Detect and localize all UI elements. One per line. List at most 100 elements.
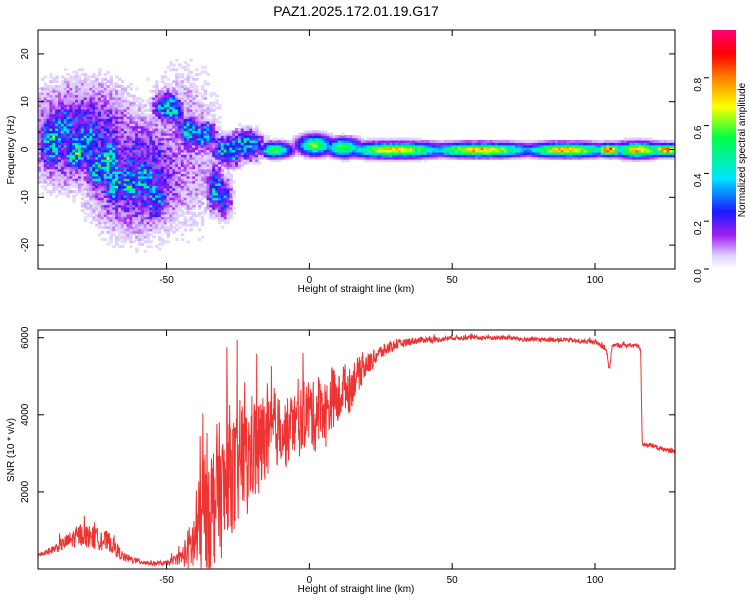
heatmap-cell	[512, 151, 516, 155]
heatmap-cell	[443, 147, 448, 151]
heatmap-cell	[115, 106, 119, 110]
heatmap-cell	[572, 149, 576, 153]
heatmap-cell	[323, 154, 328, 158]
heatmap-cell	[72, 159, 76, 163]
heatmap-cell	[197, 123, 202, 127]
heatmap-cell	[112, 144, 116, 148]
heatmap-cell	[537, 154, 542, 158]
heatmap-cell	[386, 147, 390, 151]
heatmap-cell	[52, 104, 56, 108]
heatmap-cell	[189, 94, 193, 98]
heatmap-cell	[166, 240, 170, 244]
heatmap-cell	[195, 99, 199, 103]
heatmap-cell	[217, 154, 222, 158]
heatmap-cell	[120, 113, 125, 117]
heatmap-cell	[149, 240, 153, 244]
heatmap-cell	[212, 209, 216, 213]
heatmap-cell	[237, 151, 242, 155]
heatmap-cell	[43, 94, 48, 98]
heatmap-cell	[157, 156, 162, 160]
heatmap-cell	[52, 163, 56, 167]
heatmap-cell	[203, 147, 208, 151]
heatmap-cell	[123, 206, 128, 210]
heatmap-cell	[583, 142, 588, 146]
heatmap-cell	[129, 120, 133, 124]
heatmap-cell	[103, 156, 108, 160]
heatmap-cell	[86, 173, 91, 177]
heatmap-cell	[137, 142, 142, 146]
heatmap-cell	[209, 132, 213, 136]
heatmap-cell	[137, 125, 142, 129]
heatmap-cell	[215, 194, 219, 198]
heatmap-cell	[369, 139, 373, 143]
heatmap-cell	[203, 120, 208, 124]
heatmap-cell	[166, 187, 170, 191]
heatmap-cell	[155, 180, 159, 184]
heatmap-cell	[72, 161, 76, 165]
heatmap-cell	[157, 197, 162, 201]
heatmap-cell	[166, 182, 170, 186]
heatmap-cell	[106, 101, 111, 105]
heatmap-cell	[77, 147, 82, 151]
heatmap-cell	[163, 147, 168, 151]
heatmap-cell	[240, 142, 245, 146]
heatmap-cell	[532, 139, 536, 143]
heatmap-cell	[163, 202, 168, 206]
heatmap-cell	[369, 159, 373, 163]
heatmap-cell	[532, 154, 536, 158]
heatmap-cell	[97, 113, 102, 117]
heatmap-cell	[226, 199, 230, 203]
heatmap-cell	[52, 106, 56, 110]
heatmap-cell	[63, 108, 68, 112]
heatmap-cell	[226, 149, 230, 153]
heatmap-cell	[58, 156, 62, 160]
heatmap-cell	[220, 161, 225, 165]
heatmap-cell	[200, 168, 205, 172]
heatmap-cell	[306, 135, 310, 139]
heatmap-cell	[66, 187, 71, 191]
heatmap-cell	[52, 161, 56, 165]
heatmap-cell	[155, 202, 159, 206]
heatmap-cell	[69, 182, 73, 186]
heatmap-cell	[509, 156, 513, 160]
heatmap-cell	[117, 125, 122, 129]
heatmap-cell	[206, 166, 210, 170]
heatmap-cell	[175, 194, 179, 198]
heatmap-cell	[440, 156, 445, 160]
heatmap-cell	[86, 87, 91, 91]
heatmap-cell	[180, 151, 185, 155]
heatmap-cell	[169, 82, 173, 86]
heatmap-cell	[109, 230, 113, 234]
heatmap-cell	[197, 214, 202, 218]
heatmap-cell	[40, 178, 45, 182]
heatmap-cell	[380, 147, 385, 151]
heatmap-cell	[63, 139, 68, 143]
heatmap-cell	[43, 159, 48, 163]
heatmap-cell	[115, 235, 119, 239]
heatmap-cell	[200, 223, 205, 227]
heatmap-cell	[146, 230, 151, 234]
heatmap-cell	[72, 87, 76, 91]
heatmap-cell	[77, 166, 82, 170]
heatmap-cell	[55, 142, 59, 146]
heatmap-cell	[160, 166, 165, 170]
heatmap-cell	[177, 144, 182, 148]
heatmap-cell	[326, 139, 330, 143]
heatmap-cell	[349, 149, 353, 153]
heatmap-cell	[432, 151, 436, 155]
heatmap-cell	[80, 151, 85, 155]
heatmap-cell	[92, 197, 96, 201]
heatmap-cell	[163, 111, 168, 115]
heatmap-cell	[200, 156, 205, 160]
heatmap-cell	[203, 89, 208, 93]
heatmap-cell	[180, 84, 185, 88]
heatmap-cell	[575, 154, 579, 158]
heatmap-cell	[183, 125, 188, 129]
heatmap-cell	[155, 84, 159, 88]
heatmap-cell	[95, 192, 99, 196]
heatmap-cell	[86, 185, 91, 189]
heatmap-cell	[252, 149, 256, 153]
heatmap-cell	[89, 214, 93, 218]
heatmap-cell	[103, 108, 108, 112]
heatmap-cell	[137, 187, 142, 191]
